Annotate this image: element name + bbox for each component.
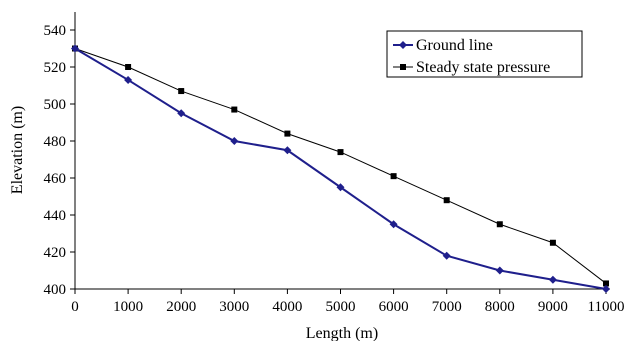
x-tick-label: 5000: [326, 299, 356, 315]
legend: Ground line Steady state pressure: [386, 30, 583, 78]
data-point-steady-state-pressure: [337, 149, 344, 156]
x-tick-label: 7000: [432, 299, 462, 315]
legend-marker-ground: [399, 41, 407, 49]
x-axis-title: Length (m): [306, 325, 378, 341]
legend-box: [386, 30, 583, 78]
data-point-steady-state-pressure: [231, 106, 238, 113]
y-tick-label: 480: [44, 134, 67, 150]
data-point-steady-state-pressure: [284, 130, 291, 137]
data-point-steady-state-pressure: [390, 173, 397, 180]
y-tick-label: 460: [44, 171, 67, 187]
x-tick-label: 8000: [485, 299, 515, 315]
data-point-ground-line: [230, 137, 239, 145]
y-tick-label: 400: [44, 282, 67, 298]
data-point-ground-line: [548, 275, 557, 284]
x-tick-label: 4000: [272, 299, 302, 315]
data-point-ground-line: [283, 146, 292, 155]
data-point-steady-state-pressure: [496, 221, 503, 228]
series-layer: [71, 44, 610, 293]
data-point-ground-line: [124, 75, 133, 84]
y-tick-label: 520: [44, 60, 67, 76]
data-point-steady-state-pressure: [549, 239, 556, 246]
axes: [74, 12, 610, 290]
data-point-steady-state-pressure: [125, 64, 132, 70]
y-tick-label: 500: [44, 97, 67, 113]
y-tick-label: 540: [44, 23, 67, 39]
legend-label-steady: Steady state pressure: [416, 59, 550, 76]
y-axis-ticks: 400 420 440 460 480 500 520 540: [44, 23, 75, 298]
data-point-ground-line: [336, 183, 345, 192]
y-tick-label: 440: [44, 208, 67, 224]
x-tick-label: 3000: [219, 299, 249, 315]
data-point-ground-line: [389, 220, 398, 229]
x-tick-label: 6000: [379, 299, 409, 315]
series-line-ground-line: [74, 47, 607, 290]
x-tick-label: 11000: [588, 299, 625, 315]
data-point-ground-line: [495, 266, 504, 275]
legend-marker-steady: [400, 64, 406, 70]
x-tick-label: 0: [71, 299, 79, 315]
data-point-ground-line: [442, 251, 451, 260]
x-tick-label: 9000: [538, 299, 568, 315]
y-tick-label: 420: [44, 245, 67, 261]
data-point-ground-line: [602, 285, 610, 293]
data-point-steady-state-pressure: [178, 88, 185, 95]
series-line-steady-state-pressure: [74, 48, 607, 284]
x-tick-label: 1000: [113, 299, 143, 315]
data-point-steady-state-pressure: [603, 280, 609, 287]
data-point-steady-state-pressure: [443, 197, 450, 204]
legend-label-ground: Ground line: [416, 37, 493, 54]
y-axis-title: Elevation (m): [9, 106, 26, 194]
data-point-ground-line: [177, 109, 186, 118]
x-tick-label: 2000: [166, 299, 196, 315]
x-axis-ticks: 0 1000 2000 3000 4000 5000 6000 7000 8000 9000 110…: [71, 289, 624, 315]
data-point-ground-line: [71, 44, 79, 53]
